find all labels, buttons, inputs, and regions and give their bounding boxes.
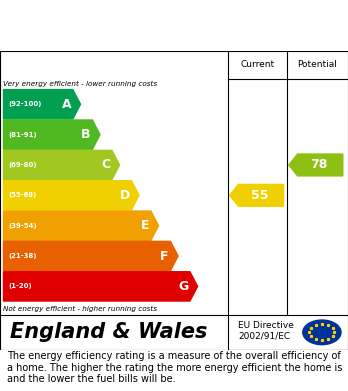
Text: (55-68): (55-68): [9, 192, 37, 198]
Text: (39-54): (39-54): [9, 223, 37, 229]
Ellipse shape: [303, 320, 341, 345]
Text: Current: Current: [240, 60, 275, 69]
Text: E: E: [141, 219, 149, 232]
Text: F: F: [160, 249, 169, 262]
Text: (69-80): (69-80): [9, 162, 37, 168]
Polygon shape: [3, 120, 100, 149]
Polygon shape: [3, 181, 139, 210]
Text: Very energy efficient - lower running costs: Very energy efficient - lower running co…: [3, 81, 158, 87]
Text: B: B: [81, 128, 90, 141]
Text: Not energy efficient - higher running costs: Not energy efficient - higher running co…: [3, 306, 158, 312]
Polygon shape: [3, 272, 198, 301]
Polygon shape: [289, 154, 343, 176]
Text: The energy efficiency rating is a measure of the overall efficiency of a home. T: The energy efficiency rating is a measur…: [7, 351, 342, 384]
Text: G: G: [178, 280, 188, 293]
Text: Energy Efficiency Rating: Energy Efficiency Rating: [60, 16, 288, 34]
Text: (92-100): (92-100): [9, 101, 42, 107]
Text: (21-38): (21-38): [9, 253, 37, 259]
Polygon shape: [3, 150, 120, 179]
Text: 78: 78: [311, 158, 328, 172]
Polygon shape: [230, 185, 284, 206]
Polygon shape: [3, 211, 159, 240]
Text: England & Wales: England & Wales: [10, 322, 208, 343]
Text: (1-20): (1-20): [9, 283, 32, 289]
Text: C: C: [101, 158, 110, 172]
Polygon shape: [3, 90, 80, 119]
Text: A: A: [62, 98, 71, 111]
Text: 55: 55: [251, 189, 269, 202]
Text: (81-91): (81-91): [9, 132, 37, 138]
Text: Potential: Potential: [298, 60, 338, 69]
Text: EU Directive
2002/91/EC: EU Directive 2002/91/EC: [238, 321, 294, 340]
Polygon shape: [3, 241, 178, 271]
Text: D: D: [119, 189, 130, 202]
